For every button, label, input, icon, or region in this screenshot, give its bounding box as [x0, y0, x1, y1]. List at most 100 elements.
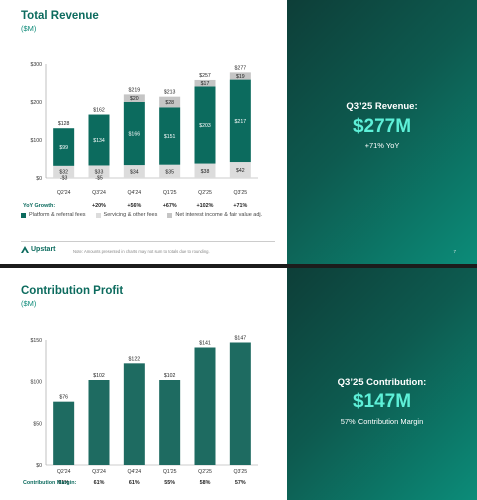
footnote: Note: Amounts presented in charts may no… [73, 249, 210, 254]
bar-segment-servicing [53, 165, 75, 178]
bar-segment-net-interest [229, 72, 251, 80]
x-tick-label: Q3'24 [92, 469, 106, 475]
bar-segment-platform [229, 79, 251, 163]
bar-segment-label: $35 [165, 169, 174, 175]
bar-value-label: $102 [164, 373, 176, 379]
margin-value: 61% [58, 480, 69, 486]
bar-segment-servicing [229, 162, 251, 178]
bar-segment-platform [159, 107, 181, 165]
bar-segment-label: $166 [129, 132, 141, 138]
bar-segment-platform [194, 86, 216, 164]
bar-total-label: $162 [93, 108, 105, 114]
x-tick-label: Q1'25 [163, 469, 177, 475]
slide2-highlight-panel: Q3’25 Contribution: $147M 57% Contributi… [287, 268, 477, 500]
bar-total-label: $257 [199, 73, 211, 79]
bar [123, 363, 145, 465]
bar-segment-platform [88, 114, 110, 166]
bar-segment-label: $34 [130, 170, 139, 176]
growth-value: +56% [127, 203, 141, 209]
contribution-chart: $0 $50 $100 $150 $76 Q2'24 61% $102 Q3'24 61% $122… [23, 336, 258, 486]
bar-segment-net-interest [159, 96, 181, 108]
growth-value: +71% [233, 203, 247, 209]
y-tick-label: $0 [36, 463, 42, 469]
bar-segment-label: $17 [201, 81, 210, 87]
revenue-chart: $0 $100 $200 $300 $99 $32-$3 $128 Q2'24 $134 $33-… [23, 62, 258, 209]
y-tick-label: $50 [33, 421, 42, 427]
legend-label: Servicing & other fees [103, 212, 158, 218]
bar [88, 380, 110, 465]
chart-legend: Platform & referral fees Servicing & oth… [21, 212, 262, 218]
growth-row-label: YoY Growth: [23, 203, 55, 209]
legend-swatch [167, 212, 173, 218]
bar-segment-platform [53, 128, 75, 166]
bar-total-label: $219 [129, 87, 141, 93]
margin-value: 61% [94, 480, 105, 486]
upstart-logo-icon [21, 246, 29, 253]
x-tick-label: Q3'25 [233, 190, 247, 196]
bar-segment-label: $38 [201, 169, 210, 175]
bar-segment-servicing [88, 165, 110, 178]
bar [159, 380, 181, 465]
bar-segment-servicing [194, 163, 216, 178]
bar-total-label: $213 [164, 90, 176, 96]
bar-segment-net-interest [194, 79, 216, 87]
bar-value-label: $122 [129, 356, 141, 362]
bar-segment-net-interest [123, 94, 145, 102]
margin-value: 55% [164, 480, 175, 486]
bar-segment-label: $20 [130, 96, 139, 102]
x-tick-label: Q2'24 [57, 469, 71, 475]
y-tick-label: $0 [36, 176, 42, 182]
bar-segment-label: $217 [235, 119, 247, 125]
x-tick-label: Q2'24 [57, 190, 71, 196]
page-subtitle: ($M) [21, 299, 37, 308]
growth-value: +67% [163, 203, 177, 209]
bar-value-label: $102 [93, 373, 105, 379]
highlight-label: Q3’25 Revenue: [346, 101, 418, 112]
legend-swatch [95, 212, 101, 218]
slide1-highlight-panel: Q3’25 Revenue: $277M +71% YoY 7 [287, 0, 477, 264]
contribution-profit-slide: Contribution Profit ($M) $0 $50 $100 $150 $7… [0, 268, 477, 500]
bar-segment-platform [123, 102, 145, 166]
highlight-value: $277M [352, 116, 412, 137]
bar-value-label: $76 [59, 395, 68, 401]
x-tick-label: Q3'24 [92, 190, 106, 196]
x-tick-label: Q2'25 [198, 469, 212, 475]
highlight-label: Q3’25 Contribution: [337, 377, 427, 388]
margin-value: 58% [200, 480, 211, 486]
bar-segment-label: $33 [95, 170, 104, 176]
page-number: 7 [453, 249, 456, 254]
bar-total-label: $277 [235, 65, 247, 71]
highlight-subtext: 57% Contribution Margin [340, 417, 424, 426]
margin-value: 61% [129, 480, 140, 486]
legend-item-net-interest: Net interest income & fair value adj. [167, 212, 262, 218]
x-tick-label: Q4'24 [127, 469, 141, 475]
legend-label: Platform & referral fees [29, 212, 86, 218]
upstart-logo: Upstart [21, 246, 56, 253]
bar-segment-label: $151 [164, 134, 176, 140]
bar-segment-servicing [123, 165, 145, 178]
y-tick-label: $150 [30, 338, 42, 344]
y-tick-label: $200 [30, 100, 42, 106]
legend-label: Net interest income & fair value adj. [175, 212, 263, 218]
y-tick-label: $100 [30, 138, 42, 144]
page-subtitle: ($M) [21, 24, 37, 33]
bar [194, 347, 216, 465]
bar-segment-label: $32 [59, 170, 68, 176]
bar-value-label: $147 [235, 336, 247, 342]
x-tick-label: Q4'24 [127, 190, 141, 196]
x-tick-label: Q2'25 [198, 190, 212, 196]
bar-segment-label: $134 [93, 138, 105, 144]
growth-value: +20% [92, 203, 106, 209]
footer-divider [21, 241, 275, 242]
bar-segment-label: $99 [59, 145, 68, 151]
growth-value: +102% [197, 203, 214, 209]
bar-segment-label: $28 [165, 100, 174, 106]
bar-segment-label: $42 [236, 168, 245, 174]
y-tick-label: $100 [30, 380, 42, 386]
slide1-chart-panel: Total Revenue ($M) $0 $100 $200 $300 $99 $32-… [0, 0, 287, 264]
bar [53, 401, 75, 465]
bar-segment-servicing [159, 164, 181, 178]
bar-segment-label: $19 [236, 74, 245, 80]
highlight-value: $147M [352, 391, 412, 412]
x-tick-label: Q3'25 [233, 469, 247, 475]
